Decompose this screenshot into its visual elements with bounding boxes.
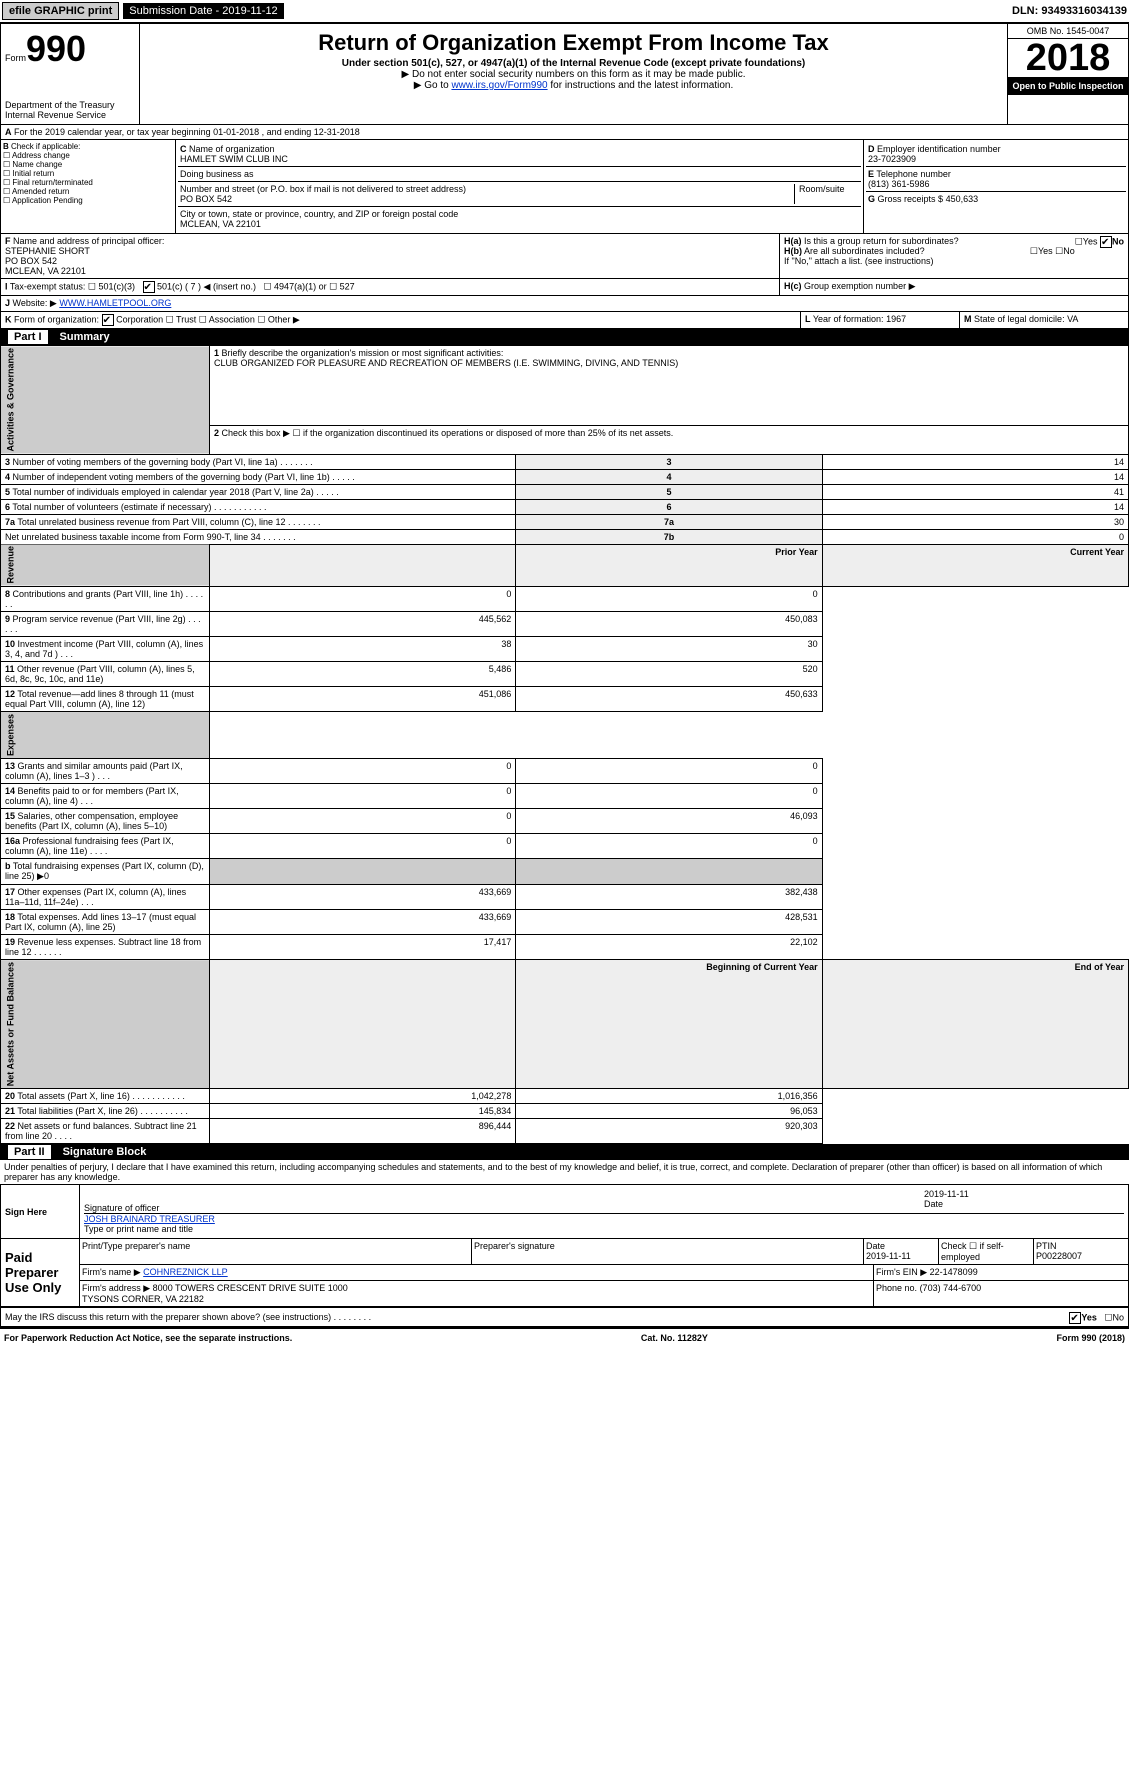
discuss-row: May the IRS discuss this return with the… bbox=[0, 1308, 1129, 1327]
firm-ein: 22-1478099 bbox=[930, 1267, 978, 1277]
firm-name[interactable]: COHNREZNICK LLP bbox=[143, 1267, 228, 1277]
box-i: I Tax-exempt status: ☐ 501(c)(3) 501(c) … bbox=[1, 279, 780, 295]
box-k: K Form of organization: Corporation ☐ Tr… bbox=[1, 312, 801, 328]
mission-text: CLUB ORGANIZED FOR PLEASURE AND RECREATI… bbox=[214, 358, 678, 368]
line-a-period: A For the 2019 calendar year, or tax yea… bbox=[1, 125, 1128, 139]
form-number: 990 bbox=[26, 28, 86, 69]
form-word: Form bbox=[5, 53, 26, 63]
sign-date: 2019-11-11 bbox=[924, 1189, 969, 1199]
org-city: MCLEAN, VA 22101 bbox=[180, 219, 261, 229]
top-toolbar: efile GRAPHIC print Submission Date - 20… bbox=[0, 0, 1129, 23]
org-name: HAMLET SWIM CLUB INC bbox=[180, 154, 288, 164]
501c7-check bbox=[143, 281, 155, 293]
perjury-declaration: Under penalties of perjury, I declare th… bbox=[0, 1160, 1129, 1184]
summary-table: Activities & Governance 1 Briefly descri… bbox=[0, 345, 1129, 1144]
paid-preparer-label: Paid Preparer Use Only bbox=[1, 1239, 80, 1306]
officer-signature-name[interactable]: JOSH BRAINARD TREASURER bbox=[84, 1214, 215, 1224]
state-domicile: VA bbox=[1067, 314, 1078, 324]
boxb-option[interactable]: ☐ Initial return bbox=[3, 169, 173, 178]
h-a-no-check bbox=[1100, 236, 1112, 248]
vlabel-governance: Activities & Governance bbox=[1, 346, 210, 455]
ein: 23-7023909 bbox=[868, 154, 916, 164]
sign-here-label: Sign Here bbox=[1, 1185, 80, 1238]
dept-label: Department of the Treasury Internal Reve… bbox=[5, 100, 135, 120]
box-b: B Check if applicable: ☐ Address change☐… bbox=[1, 140, 176, 233]
vlabel-revenue: Revenue bbox=[1, 544, 210, 587]
ptin: P00228007 bbox=[1036, 1251, 1082, 1261]
officer-name: STEPHANIE SHORT bbox=[5, 246, 90, 256]
corp-check bbox=[102, 314, 114, 326]
boxb-option[interactable]: ☐ Final return/terminated bbox=[3, 178, 173, 187]
box-j: J Website: ▶ WWW.HAMLETPOOL.ORG bbox=[1, 296, 1128, 311]
note-goto: ▶ Go to www.irs.gov/Form990 for instruct… bbox=[144, 80, 1003, 91]
firm-phone: (703) 744-6700 bbox=[920, 1283, 982, 1293]
boxb-option[interactable]: ☐ Amended return bbox=[3, 187, 173, 196]
vlabel-netassets: Net Assets or Fund Balances bbox=[1, 960, 210, 1089]
form-title: Return of Organization Exempt From Incom… bbox=[144, 30, 1003, 56]
boxb-option[interactable]: ☐ Address change bbox=[3, 151, 173, 160]
irs-link[interactable]: www.irs.gov/Form990 bbox=[451, 80, 547, 91]
signature-block: Sign Here Signature of officer2019-11-11… bbox=[0, 1184, 1129, 1308]
note-ssn: ▶ Do not enter social security numbers o… bbox=[144, 69, 1003, 80]
submission-date: Submission Date - 2019-11-12 bbox=[123, 3, 283, 19]
part2-bar: Part IISignature Block bbox=[0, 1144, 1129, 1160]
form-header: Form990 Department of the Treasury Inter… bbox=[0, 23, 1129, 125]
org-address: PO BOX 542 bbox=[180, 194, 232, 204]
phone: (813) 361-5986 bbox=[868, 179, 930, 189]
form-subtitle: Under section 501(c), 527, or 4947(a)(1)… bbox=[144, 58, 1003, 69]
section-f-h: F Name and address of principal officer:… bbox=[0, 234, 1129, 279]
year-formation: 1967 bbox=[886, 314, 906, 324]
section-b-through-g: B Check if applicable: ☐ Address change☐… bbox=[0, 140, 1129, 234]
boxb-option[interactable]: ☐ Name change bbox=[3, 160, 173, 169]
vlabel-expenses: Expenses bbox=[1, 712, 210, 759]
tax-year: 2018 bbox=[1008, 39, 1128, 77]
boxb-option[interactable]: ☐ Application Pending bbox=[3, 196, 173, 205]
page-footer: For Paperwork Reduction Act Notice, see … bbox=[0, 1327, 1129, 1347]
website-link[interactable]: WWW.HAMLETPOOL.ORG bbox=[59, 298, 171, 308]
part1-bar: Part ISummary bbox=[0, 329, 1129, 345]
gross-receipts: 450,633 bbox=[946, 194, 979, 204]
discuss-yes-check bbox=[1069, 1312, 1081, 1324]
dln-label: DLN: 93493316034139 bbox=[1012, 5, 1127, 17]
efile-button[interactable]: efile GRAPHIC print bbox=[2, 2, 119, 20]
open-public-badge: Open to Public Inspection bbox=[1008, 77, 1128, 95]
